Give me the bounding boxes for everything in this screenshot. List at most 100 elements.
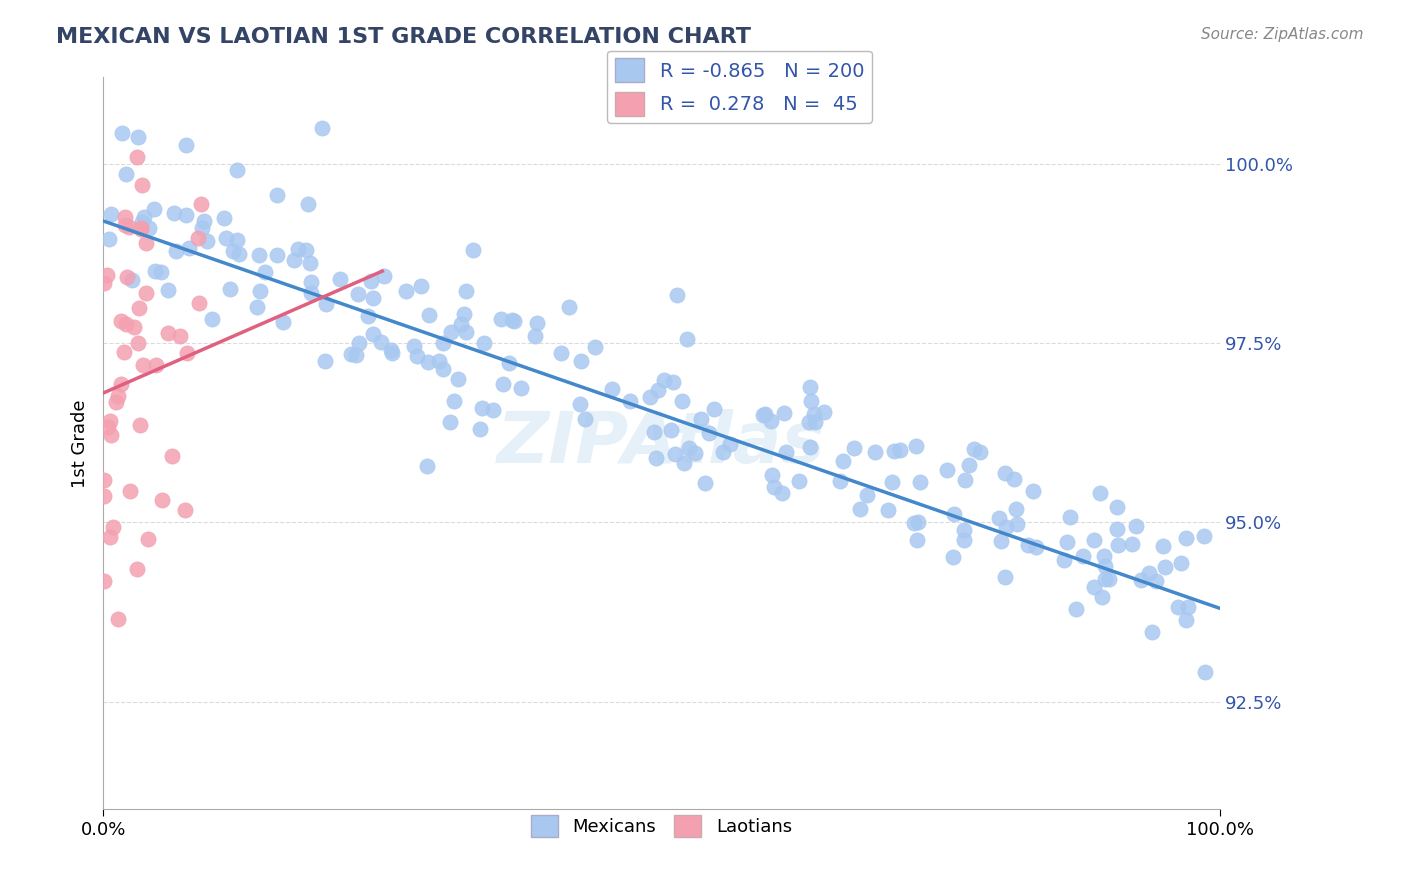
Point: [174, 503, 197, 517]
Point: [363, 326, 385, 341]
Point: [93, 276, 115, 290]
Point: [125, 562, 148, 576]
Point: [763, 480, 786, 494]
Point: [215, 231, 238, 245]
Point: [1088, 486, 1111, 500]
Point: [298, 255, 321, 269]
Point: [969, 445, 991, 459]
Point: [105, 395, 128, 409]
Point: [1002, 472, 1025, 486]
Point: [787, 474, 810, 488]
Point: [856, 488, 879, 502]
Point: [775, 445, 797, 459]
Point: [1105, 500, 1128, 514]
Point: [136, 532, 159, 546]
Point: [329, 272, 352, 286]
Point: [427, 353, 450, 368]
Point: [156, 326, 179, 340]
Point: [1083, 533, 1105, 547]
Point: [115, 270, 138, 285]
Point: [297, 197, 319, 211]
Point: [761, 467, 783, 482]
Point: [114, 211, 136, 225]
Point: [1091, 590, 1114, 604]
Point: [165, 244, 187, 258]
Point: [759, 414, 782, 428]
Point: [523, 329, 546, 343]
Point: [770, 486, 793, 500]
Point: [98, 530, 121, 544]
Point: [942, 549, 965, 564]
Point: [903, 516, 925, 530]
Point: [129, 417, 152, 432]
Point: [953, 533, 976, 548]
Point: [432, 361, 454, 376]
Point: [131, 178, 153, 192]
Text: MEXICAN VS LAOTIAN 1ST GRADE CORRELATION CHART: MEXICAN VS LAOTIAN 1ST GRADE CORRELATION…: [56, 27, 751, 46]
Point: [1107, 538, 1129, 552]
Point: [1167, 600, 1189, 615]
Point: [804, 415, 827, 429]
Point: [132, 358, 155, 372]
Point: [395, 285, 418, 299]
Point: [711, 444, 734, 458]
Point: [638, 390, 661, 404]
Point: [370, 334, 392, 349]
Text: Source: ZipAtlas.com: Source: ZipAtlas.com: [1201, 27, 1364, 42]
Point: [1092, 549, 1115, 564]
Point: [149, 265, 172, 279]
Point: [754, 408, 776, 422]
Point: [994, 519, 1017, 533]
Point: [675, 332, 697, 346]
Point: [695, 476, 717, 491]
Point: [990, 533, 1012, 548]
Point: [1107, 522, 1129, 536]
Point: [118, 219, 141, 234]
Point: [122, 320, 145, 334]
Point: [877, 503, 900, 517]
Point: [177, 241, 200, 255]
Point: [98, 232, 121, 246]
Point: [195, 234, 218, 248]
Point: [93, 574, 115, 589]
Point: [482, 402, 505, 417]
Point: [98, 414, 121, 428]
Point: [93, 489, 115, 503]
Point: [100, 427, 122, 442]
Point: [127, 130, 149, 145]
Point: [799, 393, 821, 408]
Point: [121, 273, 143, 287]
Point: [373, 268, 395, 283]
Point: [160, 449, 183, 463]
Point: [1056, 535, 1078, 549]
Point: [1177, 599, 1199, 614]
Point: [803, 407, 825, 421]
Point: [955, 473, 977, 487]
Point: [187, 231, 209, 245]
Point: [188, 296, 211, 310]
Point: [226, 163, 249, 178]
Point: [942, 508, 965, 522]
Point: [889, 443, 911, 458]
Point: [583, 340, 606, 354]
Point: [574, 411, 596, 425]
Point: [212, 211, 235, 225]
Point: [128, 301, 150, 315]
Point: [447, 372, 470, 386]
Point: [418, 355, 440, 369]
Point: [645, 451, 668, 466]
Point: [225, 233, 247, 247]
Point: [110, 377, 132, 392]
Point: [174, 208, 197, 222]
Point: [347, 336, 370, 351]
Point: [127, 336, 149, 351]
Point: [246, 301, 269, 315]
Point: [690, 412, 713, 426]
Point: [831, 454, 853, 468]
Point: [411, 279, 433, 293]
Point: [453, 307, 475, 321]
Point: [659, 424, 682, 438]
Point: [569, 354, 592, 368]
Point: [683, 446, 706, 460]
Point: [415, 458, 437, 473]
